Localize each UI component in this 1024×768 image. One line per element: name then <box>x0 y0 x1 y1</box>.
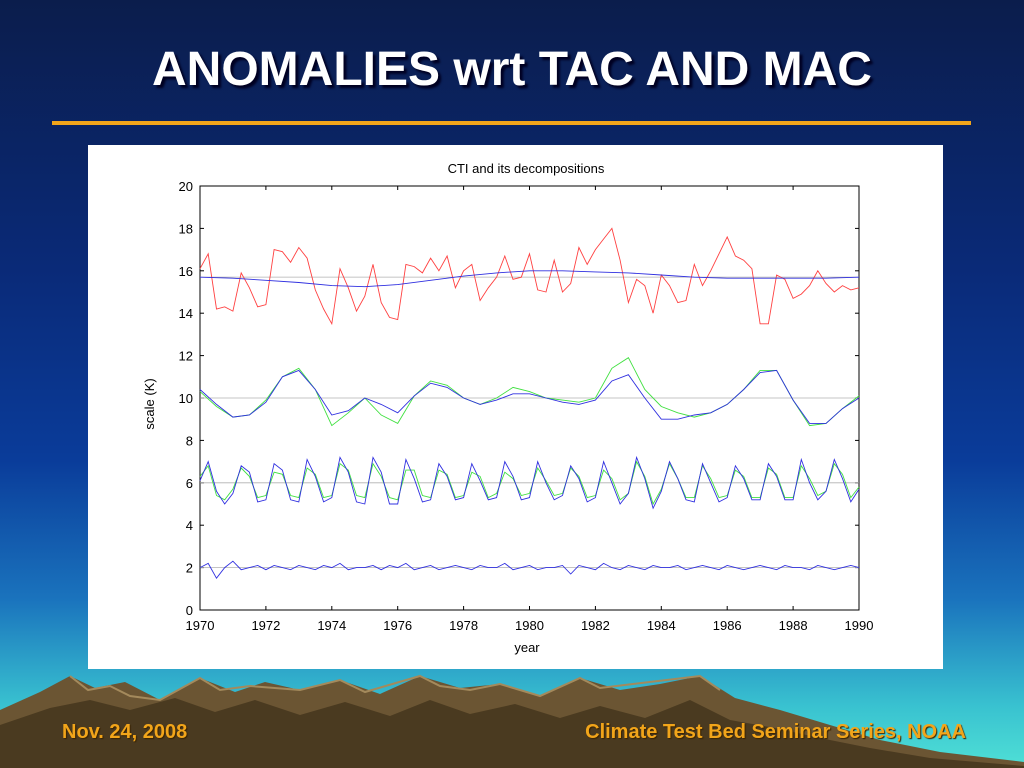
x-tick-label: 1984 <box>647 618 676 633</box>
y-tick-label: 12 <box>179 349 193 364</box>
series-line-6 <box>199 455 860 510</box>
x-tick-label: 1972 <box>251 618 280 633</box>
y-tick-label: 20 <box>179 179 193 194</box>
y-tick-label: 2 <box>186 561 193 576</box>
y-tick-label: 6 <box>186 476 193 491</box>
title-divider <box>52 121 971 125</box>
y-tick-label: 4 <box>186 518 193 533</box>
y-tick-label: 10 <box>179 391 193 406</box>
series-line-5 <box>199 460 860 506</box>
y-tick-label: 18 <box>179 221 193 236</box>
x-tick-label: 1970 <box>186 618 215 633</box>
chart-panel: CTI and its decompositions 1970 1972 1974 1… <box>88 145 943 669</box>
x-tick-label: 1978 <box>449 618 478 633</box>
series-line-2 <box>199 270 860 288</box>
y-tick-label: 0 <box>186 603 193 618</box>
x-tick-label: 1990 <box>845 618 874 633</box>
x-tick-label: 1988 <box>779 618 808 633</box>
series-line-1 <box>199 227 860 326</box>
y-tick-label: 8 <box>186 433 193 448</box>
series-line-7 <box>199 560 860 580</box>
x-tick-label: 1986 <box>713 618 742 633</box>
plot-area: 1970 1972 1974 1976 1978 1980 1982 1984 1986 1988… <box>179 179 874 633</box>
cti-chart: CTI and its decompositions 1970 1972 1974 1… <box>142 161 874 655</box>
chart-title: CTI and its decompositions <box>448 161 605 176</box>
x-tick-label: 1982 <box>581 618 610 633</box>
x-tick-label: 1974 <box>317 618 346 633</box>
y-tick-label: 16 <box>179 264 193 279</box>
x-axis-label: year <box>514 640 540 655</box>
y-tick-label: 14 <box>179 306 193 321</box>
footer-series: Climate Test Bed Seminar Series, NOAA <box>585 721 966 743</box>
series-line-3 <box>199 357 860 427</box>
slide-title: ANOMALIES wrt TAC AND MAC <box>152 43 872 96</box>
mountain-range-front <box>0 698 1024 768</box>
y-axis-label: scale (K) <box>142 378 157 429</box>
series-line-4 <box>199 369 860 424</box>
footer-date: Nov. 24, 2008 <box>62 721 188 743</box>
x-tick-label: 1976 <box>383 618 412 633</box>
mountain-scenery <box>0 674 1024 768</box>
mountain-ridge-highlight <box>69 674 721 702</box>
x-tick-label: 1980 <box>515 618 544 633</box>
